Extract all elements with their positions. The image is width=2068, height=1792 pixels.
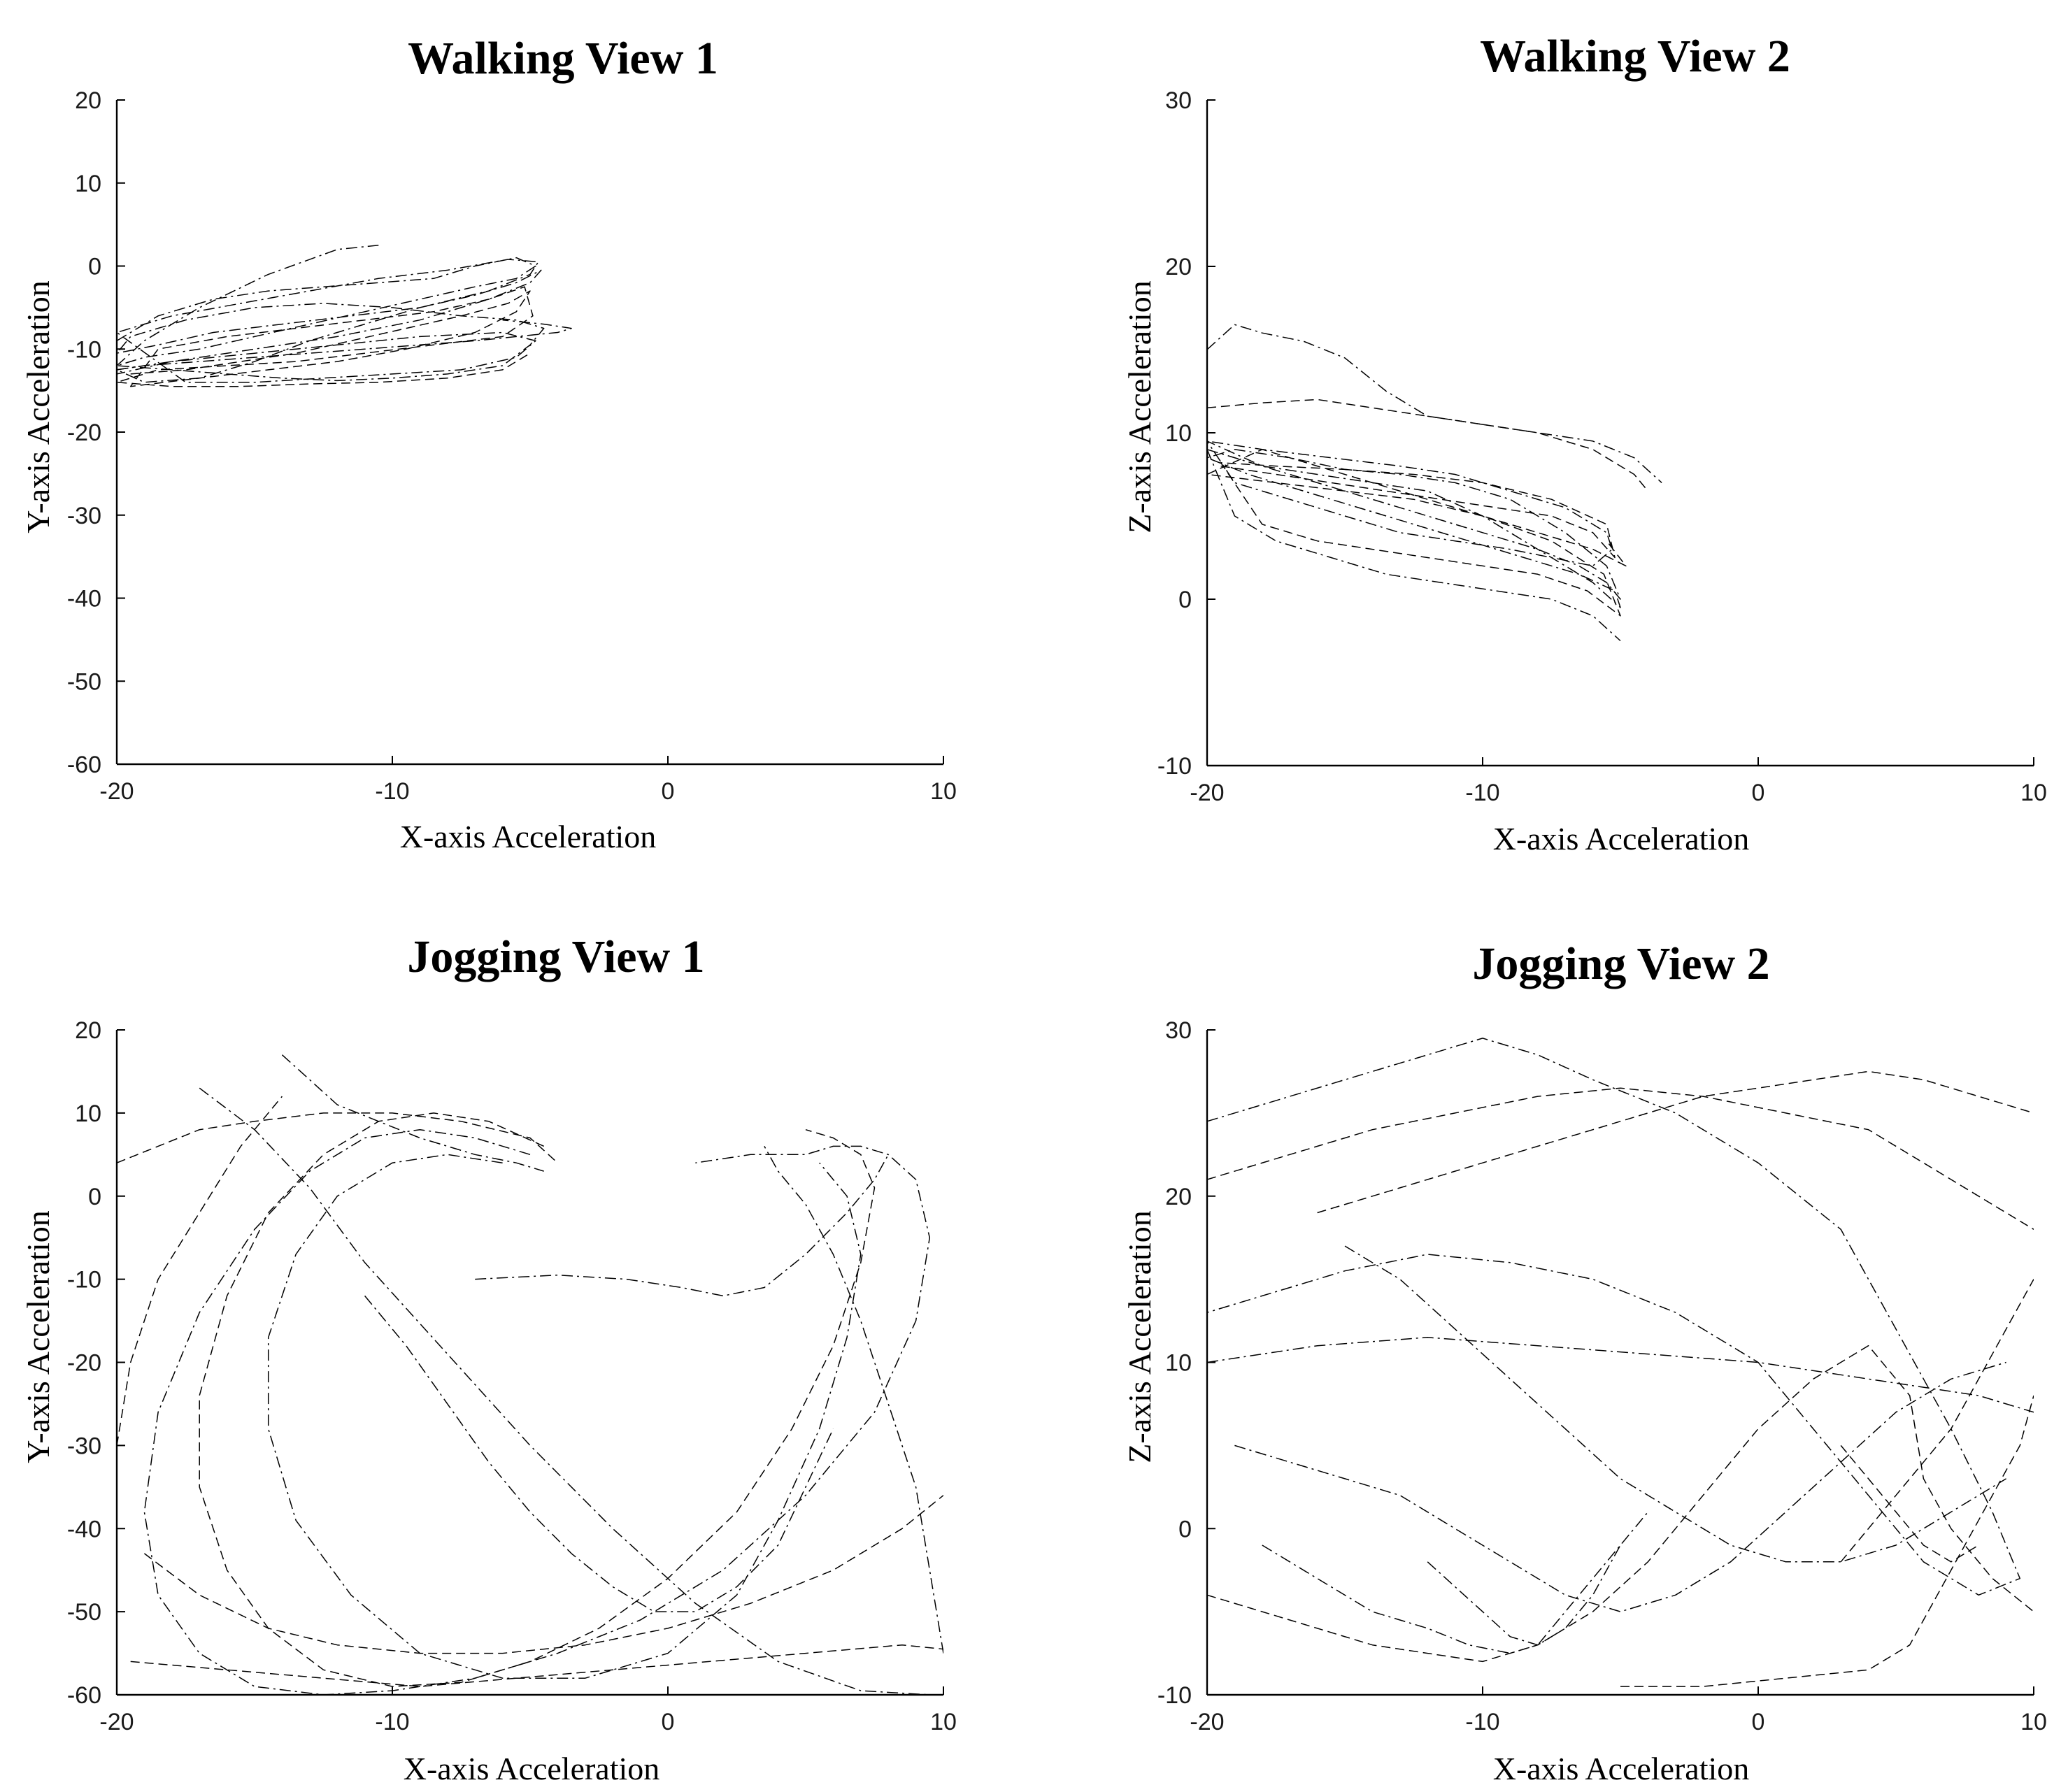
series-line-6 xyxy=(143,1495,943,1654)
chart-title: Walking View 1 xyxy=(408,33,718,84)
y-tick-label: -60 xyxy=(67,752,101,778)
series-line-6 xyxy=(1840,1279,2034,1563)
series-line-1 xyxy=(1207,440,1621,608)
traces xyxy=(1207,1038,2034,1687)
y-tick-label: -20 xyxy=(67,420,101,446)
x-tick-label: 10 xyxy=(930,1709,957,1735)
y-axis-label: Y-axis Acceleration xyxy=(20,280,56,533)
y-tick-label: 0 xyxy=(88,254,101,280)
x-axis-label: X-axis Acceleration xyxy=(1493,1751,1750,1786)
x-tick-label: 0 xyxy=(662,778,675,805)
x-tick-label: 0 xyxy=(662,1709,675,1735)
y-tick-label: -20 xyxy=(67,1350,101,1377)
x-tick-label: -20 xyxy=(99,1709,134,1735)
y-tick-label: -50 xyxy=(67,1599,101,1626)
series-line-8 xyxy=(1620,1395,2034,1687)
x-tick-label: -10 xyxy=(375,778,409,805)
x-tick-label: 10 xyxy=(2020,780,2047,806)
y-axis-label: Z-axis Acceleration xyxy=(1122,1210,1157,1463)
series-line-10 xyxy=(1317,1070,2034,1214)
series-line-11 xyxy=(117,1096,283,1446)
series-line-12 xyxy=(364,1295,834,1612)
y-tick-label: 0 xyxy=(88,1184,101,1210)
y-tick-label: 10 xyxy=(1165,1350,1192,1377)
x-axis-label: X-axis Acceleration xyxy=(400,819,657,854)
y-tick-label: -10 xyxy=(1157,753,1192,780)
series-line-5 xyxy=(1344,1245,2006,1563)
y-tick-label: 20 xyxy=(75,87,101,114)
x-tick-label: -10 xyxy=(1465,780,1499,806)
series-line-2 xyxy=(1207,449,1627,617)
y-tick-label: -50 xyxy=(67,668,101,695)
y-axis-label: Y-axis Acceleration xyxy=(20,1210,56,1463)
y-tick-label: 20 xyxy=(75,1017,101,1044)
chart-title: Jogging View 1 xyxy=(407,931,704,982)
series-line-3 xyxy=(267,1154,862,1679)
x-axis-label: X-axis Acceleration xyxy=(404,1751,660,1786)
chart-title: Walking View 2 xyxy=(1480,31,1790,82)
x-tick-label: -20 xyxy=(1190,780,1224,806)
plot-area: -20 -10 0 10 20 10 0 -10 -20 -30 -40 -50 -60 xyxy=(67,87,957,805)
series-line-4 xyxy=(130,1644,943,1687)
y-tick-label: 30 xyxy=(1165,87,1192,114)
x-tick-label: 10 xyxy=(2020,1709,2047,1735)
series-line-3 xyxy=(117,245,379,366)
y-tick-label: -10 xyxy=(67,1267,101,1293)
series-line-3 xyxy=(1207,324,1662,483)
chart-walking-view-2: Walking View 2 X-axis Acceleration Z-axi… xyxy=(1122,31,2047,856)
chart-jogging-view-1: Jogging View 1 X-axis Acceleration Y-axi… xyxy=(20,931,957,1786)
x-tick-label: -20 xyxy=(99,778,134,805)
y-tick-label: -30 xyxy=(67,1433,101,1459)
series-line-5 xyxy=(199,1087,930,1695)
y-tick-label: 20 xyxy=(1165,1184,1192,1210)
series-line-5 xyxy=(1207,449,1621,642)
series-line-4 xyxy=(117,319,572,371)
series-line-10 xyxy=(764,1146,943,1654)
plot-area: -20 -10 0 10 20 10 0 -10 -20 -30 -40 -50 -60 xyxy=(67,1017,957,1735)
y-tick-label: 0 xyxy=(1178,587,1192,613)
chart-walking-view-1: Walking View 1 X-axis Acceleration Y-axi… xyxy=(20,33,957,854)
traces xyxy=(117,245,572,387)
chart-jogging-view-2: Jogging View 2 X-axis Acceleration Z-axi… xyxy=(1122,938,2047,1786)
y-tick-label: 10 xyxy=(75,1101,101,1127)
x-tick-label: -10 xyxy=(375,1709,409,1735)
series-line-4 xyxy=(1207,1087,2034,1230)
y-tick-label: -10 xyxy=(1157,1682,1192,1709)
x-tick-label: -20 xyxy=(1190,1709,1224,1735)
y-axis-label: Z-axis Acceleration xyxy=(1122,280,1157,533)
y-tick-label: -40 xyxy=(67,586,101,612)
series-line-1 xyxy=(117,257,545,383)
series-line-11 xyxy=(1427,1544,1621,1646)
y-tick-label: 10 xyxy=(1165,420,1192,447)
x-axis-label: X-axis Acceleration xyxy=(1493,821,1750,856)
x-tick-label: 10 xyxy=(930,778,957,805)
series-line-9 xyxy=(1234,1361,2006,1612)
y-tick-label: 10 xyxy=(75,171,101,197)
y-tick-label: -40 xyxy=(67,1516,101,1542)
x-tick-label: -10 xyxy=(1465,1709,1499,1735)
y-tick-label: -60 xyxy=(67,1682,101,1709)
y-tick-label: -30 xyxy=(67,503,101,529)
series-line-3 xyxy=(1262,1512,1648,1654)
y-tick-label: 20 xyxy=(1165,254,1192,280)
series-line-9 xyxy=(475,1154,889,1297)
y-tick-label: 30 xyxy=(1165,1017,1192,1044)
traces xyxy=(1207,324,1662,642)
y-tick-label: 0 xyxy=(1178,1516,1192,1542)
series-line-8 xyxy=(117,1112,558,1163)
chart-title: Jogging View 2 xyxy=(1472,938,1769,989)
series-line-12 xyxy=(1840,1445,1979,1563)
y-tick-label: -10 xyxy=(67,336,101,363)
series-line-7 xyxy=(281,1054,544,1172)
x-tick-label: 0 xyxy=(1752,1709,1765,1735)
x-tick-label: 0 xyxy=(1752,780,1765,806)
series-line-2 xyxy=(117,286,534,387)
series-line-7 xyxy=(1207,1337,2034,1413)
series-line-1 xyxy=(1207,1038,2021,1596)
series-line-2 xyxy=(1207,1345,2034,1663)
